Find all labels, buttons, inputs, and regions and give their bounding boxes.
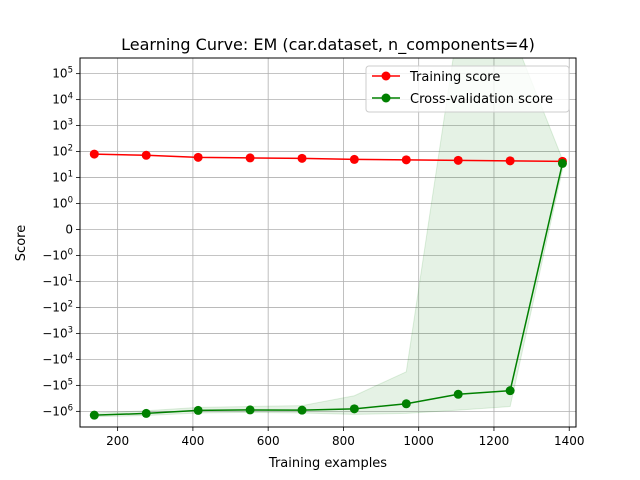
- x-tick-label: 1400: [554, 434, 585, 448]
- legend: Training score Cross-validation score: [365, 65, 570, 113]
- y-tick-label: 102: [52, 144, 73, 159]
- data-point-series-1: [297, 405, 307, 415]
- y-tick-label: 104: [52, 92, 73, 107]
- data-point-series-0: [89, 149, 99, 159]
- x-tick-label: 800: [332, 434, 355, 448]
- data-point-series-0: [245, 153, 255, 163]
- legend-label-cross-validation: Cross-validation score: [410, 92, 553, 107]
- data-point-series-0: [453, 155, 463, 165]
- data-point-series-1: [89, 410, 99, 420]
- confidence-bands: [93, 58, 563, 418]
- x-tick-label: 1200: [479, 434, 510, 448]
- data-point-series-0: [401, 155, 411, 165]
- y-tick-label: −101: [42, 273, 73, 288]
- x-tick-label: 1000: [403, 434, 434, 448]
- series-lines: [89, 149, 567, 420]
- series-line-1: [94, 163, 564, 416]
- legend-label-training: Training score: [409, 70, 500, 85]
- data-point-series-1: [453, 389, 463, 399]
- data-point-series-0: [297, 153, 307, 163]
- data-point-series-1: [193, 405, 203, 415]
- data-point-series-0: [141, 150, 151, 160]
- y-tick-label: 103: [52, 118, 73, 133]
- series-line-0: [94, 153, 563, 163]
- data-point-series-1: [141, 408, 151, 418]
- y-tick-label: −103: [42, 325, 73, 340]
- y-axis-label: Score: [14, 225, 29, 261]
- data-point-series-0: [505, 156, 515, 166]
- plot-area: [80, 58, 576, 427]
- y-tick-label: 0: [65, 223, 73, 237]
- y-axis-ticks: 105 104 103 102 101 100 0 −100 −101 −102 −103 −104 −…: [42, 66, 80, 418]
- y-tick-label: −105: [42, 377, 73, 392]
- data-point-series-0: [349, 154, 359, 164]
- plot-frame: [79, 57, 577, 428]
- y-tick-label: −100: [42, 247, 73, 262]
- y-tick-label: −104: [42, 351, 73, 366]
- legend-marker-training: [381, 71, 391, 81]
- data-point-series-1: [245, 405, 255, 415]
- legend-box: [365, 65, 570, 113]
- data-point-series-1: [349, 404, 359, 414]
- x-tick-label: 200: [106, 434, 129, 448]
- chart-title: Learning Curve: EM (car.dataset, n_compo…: [121, 35, 535, 55]
- data-point-series-1: [401, 399, 411, 409]
- y-tick-label: −106: [42, 403, 73, 418]
- legend-marker-cross-validation: [381, 93, 391, 103]
- y-tick-label: −102: [42, 299, 73, 314]
- x-tick-label: 400: [181, 434, 204, 448]
- data-point-series-0: [193, 152, 203, 162]
- y-tick-label: 105: [52, 66, 73, 81]
- data-point-series-1: [557, 158, 567, 168]
- y-tick-label: 101: [52, 170, 73, 185]
- x-axis-label: Training examples: [268, 456, 387, 471]
- x-tick-label: 600: [257, 434, 280, 448]
- data-point-series-1: [505, 386, 515, 396]
- band-series-1: [93, 58, 563, 418]
- y-tick-label: 100: [52, 196, 73, 211]
- x-axis-ticks: 200 400 600 800 1000 1200 1400: [106, 427, 584, 448]
